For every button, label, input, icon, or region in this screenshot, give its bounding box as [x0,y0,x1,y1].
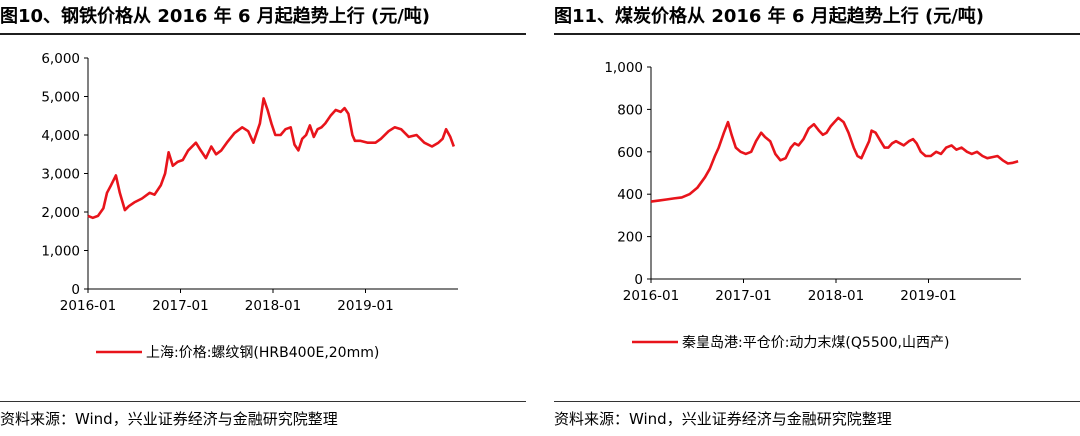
x-tick-label: 2018-01 [808,288,864,304]
source-note: 资料来源：Wind，兴业证券经济与金融研究院整理 [554,410,892,428]
y-tick-label: 200 [617,230,643,246]
series-line [650,116,1019,203]
source-rule [554,401,1080,402]
x-tick-label: 2018-01 [245,298,301,314]
y-tick-label: 0 [634,272,643,288]
y-tick-label: 4,000 [41,128,80,144]
source-rule [0,401,526,402]
legend-label: 秦皇岛港:平仓价:动力末煤(Q5500,山西产) [682,335,949,351]
title-rule [554,33,1080,35]
coal-price-chart: 0 200 400 600 800 1,000 2016-01 2017-01 2018-01 2… [604,60,1021,351]
x-tick-label: 2017-01 [715,288,771,304]
x-tick-label: 2016-01 [623,288,679,304]
y-tick-label: 800 [617,102,643,118]
y-tick-label: 6,000 [41,51,80,67]
figure-title: 图10、钢铁价格从 2016 年 6 月起趋势上行 (元/吨) [0,6,431,27]
x-tick-label: 2019-01 [337,298,393,314]
y-tick-label: 400 [617,187,643,203]
series-line [87,97,456,220]
x-tick-label: 2017-01 [152,298,208,314]
x-tick-label: 2019-01 [900,288,956,304]
figure-panel-steel: 图10、钢铁价格从 2016 年 6 月起趋势上行 (元/吨) 0 1,000 2,… [0,0,526,436]
legend-label: 上海:价格:螺纹钢(HRB400E,20mm) [146,345,379,361]
figure-title: 图11、煤炭价格从 2016 年 6 月起趋势上行 (元/吨) [554,6,985,27]
y-tick-label: 2,000 [41,205,80,221]
figure-panel-coal: 图11、煤炭价格从 2016 年 6 月起趋势上行 (元/吨) 0 200 400 6… [554,0,1080,436]
x-tick-label: 2016-01 [60,298,116,314]
y-tick-label: 3,000 [41,167,80,183]
steel-price-chart: 0 1,000 2,000 3,000 4,000 5,000 6,000 2016-01 20… [41,51,458,361]
y-tick-label: 5,000 [41,90,80,106]
source-note: 资料来源：Wind，兴业证券经济与金融研究院整理 [0,410,338,428]
y-tick-label: 600 [617,145,643,161]
title-rule [0,33,526,35]
y-tick-label: 1,000 [604,60,643,76]
y-tick-label: 0 [71,282,80,298]
y-tick-label: 1,000 [41,244,80,260]
